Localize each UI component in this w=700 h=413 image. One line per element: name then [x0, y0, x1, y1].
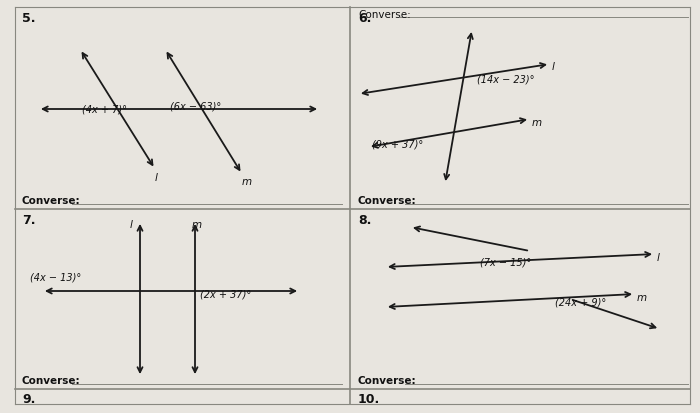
Text: l: l: [130, 219, 133, 230]
Text: (6x − 63)°: (6x − 63)°: [170, 102, 221, 112]
Text: (24x + 9)°: (24x + 9)°: [555, 297, 606, 307]
Text: (4x − 13)°: (4x − 13)°: [30, 272, 81, 282]
Text: Converse:: Converse:: [358, 195, 416, 206]
Text: Converse:: Converse:: [358, 10, 411, 20]
Text: (9x + 37)°: (9x + 37)°: [372, 140, 424, 150]
Text: m: m: [192, 219, 202, 230]
Text: (14x − 23)°: (14x − 23)°: [477, 75, 535, 85]
Text: 5.: 5.: [22, 12, 36, 25]
Text: 9.: 9.: [22, 392, 36, 405]
Text: 10.: 10.: [358, 392, 380, 405]
Text: 6.: 6.: [358, 12, 372, 25]
Text: (7x − 15)°: (7x − 15)°: [480, 257, 531, 267]
Text: m: m: [242, 177, 252, 187]
Text: Converse:: Converse:: [22, 195, 80, 206]
Text: (4x + 7)°: (4x + 7)°: [82, 105, 127, 115]
Text: l: l: [657, 252, 660, 262]
Text: l: l: [155, 173, 158, 183]
Text: Converse:: Converse:: [22, 375, 80, 385]
Text: l: l: [552, 62, 555, 72]
Text: 8.: 8.: [358, 214, 372, 226]
Text: m: m: [637, 292, 647, 302]
Text: m: m: [532, 118, 542, 128]
Text: Converse:: Converse:: [358, 375, 416, 385]
Text: 7.: 7.: [22, 214, 36, 226]
Text: (2x + 37)°: (2x + 37)°: [200, 289, 251, 299]
